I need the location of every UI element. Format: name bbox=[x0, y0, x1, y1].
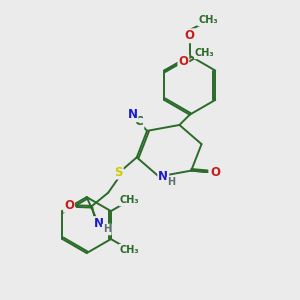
Text: O: O bbox=[64, 199, 74, 212]
Text: O: O bbox=[178, 55, 188, 68]
Text: O: O bbox=[185, 29, 195, 42]
Text: N: N bbox=[158, 170, 168, 183]
Text: H: H bbox=[167, 177, 175, 188]
Text: O: O bbox=[210, 166, 220, 178]
Text: CH₃: CH₃ bbox=[119, 245, 139, 255]
Text: N: N bbox=[94, 217, 103, 230]
Text: N: N bbox=[128, 108, 137, 121]
Text: H: H bbox=[103, 224, 111, 235]
Text: CH₃: CH₃ bbox=[119, 196, 139, 206]
Text: CH₃: CH₃ bbox=[195, 48, 214, 59]
Text: C: C bbox=[135, 116, 143, 128]
Text: S: S bbox=[114, 166, 123, 178]
Text: CH₃: CH₃ bbox=[198, 15, 218, 26]
